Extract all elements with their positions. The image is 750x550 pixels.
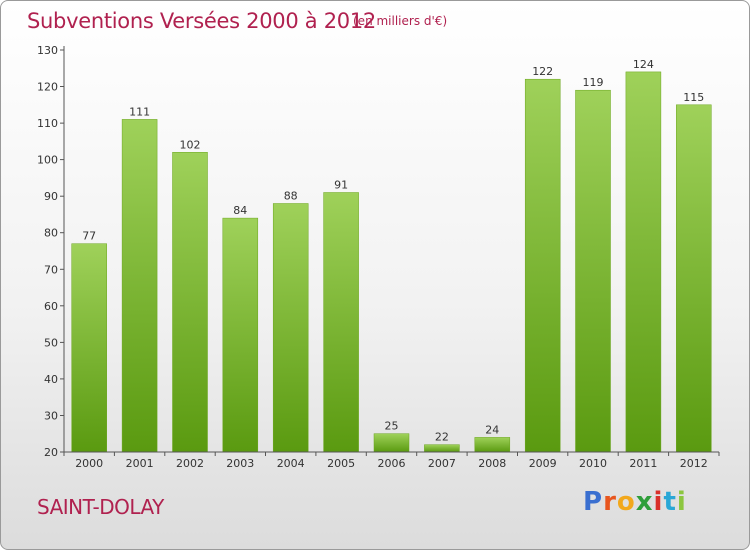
y-tick-label-110: 110	[37, 117, 58, 130]
x-tick-label-2005: 2005	[327, 457, 355, 470]
x-tick-label-2000: 2000	[75, 457, 103, 470]
data-label-2003: 84	[233, 204, 247, 217]
chart-title: Subventions Versées 2000 à 2012	[27, 9, 376, 33]
x-tick-label-2012: 2012	[680, 457, 708, 470]
bar-2011	[625, 71, 662, 453]
data-label-2004: 88	[284, 190, 298, 203]
data-label-2002: 102	[180, 138, 201, 151]
bar-2005	[323, 192, 359, 453]
y-tick-label-30: 30	[44, 410, 58, 423]
bar-2010	[575, 89, 611, 453]
data-label-2010: 119	[583, 76, 604, 89]
y-tick-label-20: 20	[44, 446, 58, 459]
bar-2006	[373, 433, 410, 453]
data-label-2001: 111	[129, 105, 150, 118]
data-label-2008: 24	[485, 423, 499, 436]
y-tick-label-60: 60	[44, 300, 58, 313]
bar-2009	[524, 78, 561, 453]
x-tick-label-2002: 2002	[176, 457, 204, 470]
x-tick-label-2004: 2004	[277, 457, 305, 470]
y-tick-label-70: 70	[44, 263, 58, 276]
bar-2008	[474, 437, 511, 453]
y-tick-label-100: 100	[37, 154, 58, 167]
x-tick-label-2008: 2008	[478, 457, 506, 470]
bar-2003	[222, 217, 259, 453]
data-label-2007: 22	[435, 431, 449, 444]
x-tick-label-2001: 2001	[126, 457, 154, 470]
y-tick-label-80: 80	[44, 227, 58, 240]
data-label-2009: 122	[532, 65, 553, 78]
data-label-2011: 124	[633, 58, 654, 71]
y-tick-label-40: 40	[44, 373, 58, 386]
x-tick-label-2010: 2010	[579, 457, 607, 470]
x-tick-label-2003: 2003	[226, 457, 254, 470]
bar-2000	[71, 243, 107, 453]
x-tick-label-2006: 2006	[378, 457, 406, 470]
bar-2002	[172, 152, 208, 453]
commune-name: SAINT-DOLAY	[37, 495, 164, 519]
data-label-2005: 91	[334, 179, 348, 192]
y-tick-label-50: 50	[44, 336, 58, 349]
chart-subtitle: (en milliers d'€)	[353, 14, 448, 28]
bar-2001	[121, 119, 158, 453]
y-tick-label-120: 120	[37, 81, 58, 94]
proxiti-logo: Proxiti	[583, 487, 687, 517]
x-tick-label-2011: 2011	[629, 457, 657, 470]
y-tick-label-130: 130	[37, 44, 58, 57]
bar-2012	[676, 104, 712, 453]
bar-2007	[424, 444, 460, 453]
y-tick-label-90: 90	[44, 190, 58, 203]
bar-2004	[272, 203, 309, 453]
data-label-2006: 25	[385, 420, 399, 433]
data-label-2012: 115	[683, 91, 704, 104]
x-tick-label-2009: 2009	[529, 457, 557, 470]
x-tick-label-2007: 2007	[428, 457, 456, 470]
data-label-2000: 77	[82, 230, 96, 243]
